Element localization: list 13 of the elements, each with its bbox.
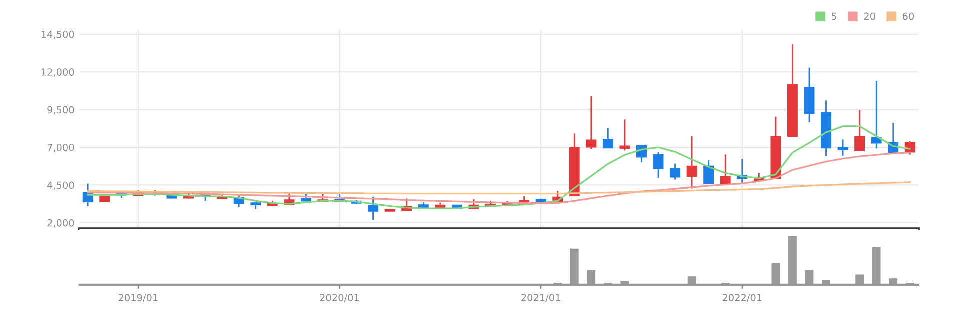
y-tick-label: 4,500 (47, 182, 74, 190)
y-tick-label: 9,500 (48, 106, 74, 115)
y-tick-label: 12,000 (42, 68, 74, 77)
legend-label: 5 (832, 12, 837, 20)
y-tick-label: 7,000 (48, 144, 74, 152)
x-tick-label: 2021/01 (522, 294, 560, 302)
legend-label: 60 (902, 12, 914, 20)
x-tick-label: 2019/01 (118, 294, 158, 302)
legend-label: 20 (864, 12, 876, 20)
y-tick-label: 2,000 (48, 219, 74, 228)
x-tick-label: 2020/01 (320, 294, 360, 302)
x-tick-label: 2022/01 (722, 294, 762, 302)
y-tick-label: 14,500 (42, 30, 74, 40)
